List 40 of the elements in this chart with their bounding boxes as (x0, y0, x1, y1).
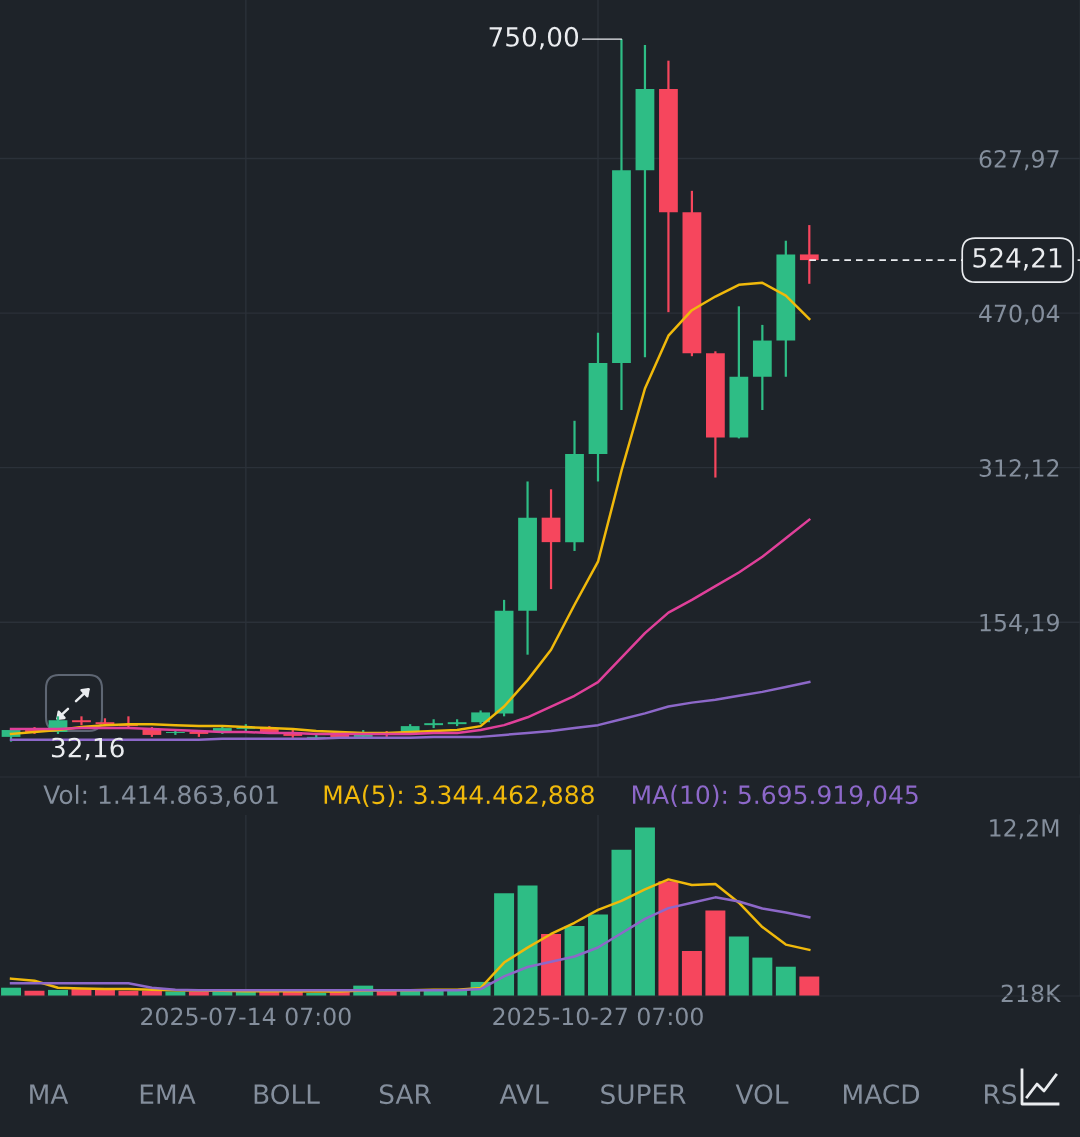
bar (728, 936, 749, 996)
text: MACD (844, 1084, 919, 1105)
text: EMA (140, 1084, 196, 1104)
bar (681, 951, 702, 996)
bar (658, 881, 679, 996)
line-series (9, 896, 811, 992)
bar (588, 914, 608, 996)
ref-line-label: 524,21 (973, 247, 1062, 271)
bar (564, 925, 585, 996)
text: Vol: 1.414.863,601 (43, 784, 278, 807)
y-tick-label: 154,19 (980, 613, 1059, 634)
y-tick-label: 218K (1001, 984, 1062, 1003)
text: RS (985, 1084, 1017, 1105)
y-tick-label: 312,12 (979, 459, 1059, 480)
text: BOLL (254, 1084, 320, 1105)
text: SUPER (601, 1084, 686, 1105)
annotation: 750,00 (489, 26, 579, 50)
bar (494, 893, 515, 996)
text: MA(10): 5.695.919,045 (633, 784, 918, 808)
bar (799, 976, 820, 996)
annotation: 32,16 (51, 737, 124, 761)
text: SAR (379, 1084, 432, 1105)
text: AVL (499, 1084, 549, 1104)
bar (705, 910, 726, 996)
bar (611, 849, 632, 996)
bar (752, 957, 773, 996)
bar (634, 827, 655, 996)
text: VOL (735, 1084, 789, 1105)
bar (775, 966, 796, 996)
y-tick-label: 627,97 (979, 150, 1059, 171)
text: MA (30, 1084, 69, 1104)
bar (541, 933, 562, 996)
y-tick-label: 12,2M (990, 818, 1059, 840)
candlestick (72, 715, 91, 727)
bar (517, 885, 538, 996)
y-tick-label: 470,04 (979, 304, 1060, 325)
x-tick-label: 2025-10-27 07:00 (493, 1007, 703, 1026)
candlestick (799, 223, 819, 285)
x-tick-label: 2025-07-14 07:00 (141, 1007, 351, 1026)
text: MA(5): 3.344.462,888 (324, 784, 594, 808)
